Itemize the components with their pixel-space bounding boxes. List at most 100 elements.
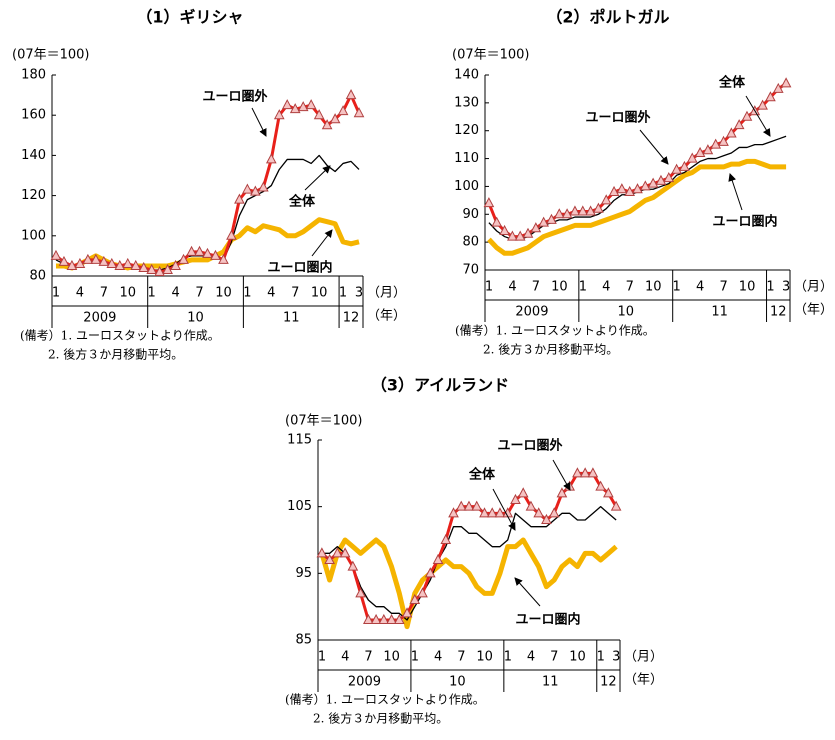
chart-title: （3）アイルランド — [371, 376, 509, 395]
series-annotation: ユーロ圏外 — [202, 89, 267, 105]
year-label: 10 — [617, 305, 634, 320]
x-tick-label: 7 — [364, 650, 372, 665]
y-tick-label: 115 — [287, 433, 312, 448]
y-axis-label: (07年＝100) — [285, 414, 363, 429]
triangle-marker — [671, 163, 682, 174]
triangle-marker — [603, 487, 614, 498]
y-tick-label: 110 — [454, 151, 479, 166]
x-tick-label: 4 — [76, 286, 84, 301]
triangle-marker — [345, 89, 357, 100]
triangle-marker — [608, 185, 620, 196]
triangle-marker — [585, 205, 596, 216]
x-tick-label: 3 — [612, 650, 620, 665]
annotation-arrow — [492, 488, 516, 531]
triangle-marker — [632, 183, 643, 194]
y-tick-label: 120 — [21, 188, 46, 203]
triangle-marker — [122, 257, 134, 268]
note: (備考）1. ユーロスタットより作成。 — [455, 323, 655, 338]
annotation-arrow — [639, 129, 669, 165]
x-tick-label: 10 — [645, 280, 662, 295]
x-tick-label: 1 — [411, 650, 419, 665]
triangle-marker — [530, 222, 542, 233]
triangle-marker — [448, 507, 459, 518]
x-tick-label: 4 — [508, 280, 516, 295]
triangle-marker — [455, 500, 467, 511]
triangle-marker — [401, 607, 413, 618]
triangle-marker — [58, 255, 70, 266]
triangle-marker — [663, 172, 675, 183]
y-tick-label: 130 — [454, 95, 479, 110]
series-line — [55, 93, 361, 274]
triangle-marker — [329, 113, 341, 124]
annotation-arrow — [514, 577, 541, 607]
triangle-marker — [587, 467, 599, 478]
triangle-marker — [234, 193, 245, 204]
group-unit: （年） — [367, 309, 406, 324]
triangle-marker — [733, 119, 745, 130]
x-tick-label: 1 — [597, 650, 605, 665]
triangle-marker — [424, 567, 436, 578]
triangle-marker — [378, 613, 390, 624]
triangle-marker — [553, 208, 565, 219]
x-tick-label: 10 — [569, 650, 586, 665]
triangle-marker — [679, 160, 690, 171]
triangle-marker — [471, 500, 483, 511]
x-tick-label: 4 — [171, 286, 179, 301]
triangle-marker — [162, 263, 173, 274]
y-tick-label: 120 — [454, 123, 479, 138]
x-tick-label: 1 — [243, 286, 251, 301]
annotation-arrow — [552, 459, 571, 491]
year-label: 11 — [283, 311, 300, 326]
triangle-marker — [610, 500, 622, 511]
triangle-marker — [273, 109, 285, 120]
triangle-marker — [546, 213, 557, 224]
note: (備考）1. ユーロスタットより作成。 — [20, 328, 220, 343]
triangle-marker — [517, 487, 529, 498]
triangle-marker — [556, 487, 568, 498]
note: 2. 後方３か月移動平均。 — [483, 342, 618, 357]
triangle-marker — [522, 227, 534, 238]
triangle-marker — [655, 174, 667, 185]
triangle-marker — [686, 152, 698, 163]
group-unit: （年） — [624, 673, 663, 688]
series-annotation: ユーロ圏外 — [585, 110, 650, 126]
y-tick-label: 180 — [21, 68, 46, 83]
note: 2. 後方３か月移動平均。 — [313, 711, 448, 726]
x-tick-label: 7 — [550, 650, 558, 665]
y-tick-label: 105 — [287, 499, 312, 514]
x-tick-label: 4 — [434, 650, 442, 665]
triangle-marker — [321, 119, 333, 130]
triangle-marker — [616, 183, 628, 194]
x-tick-label: 3 — [782, 280, 790, 295]
triangle-marker — [600, 194, 612, 205]
x-tick-label: 7 — [719, 280, 727, 295]
series-annotation: 全体 — [288, 194, 316, 210]
series-annotation: 全体 — [718, 75, 746, 91]
triangle-marker — [772, 82, 784, 93]
series-annotation: ユーロ圏内 — [267, 260, 332, 276]
triangle-marker — [694, 146, 706, 157]
x-tick-label: 7 — [100, 286, 108, 301]
triangle-marker — [510, 493, 521, 504]
y-tick-label: 160 — [21, 108, 46, 123]
x-tick-label: 7 — [195, 286, 203, 301]
triangle-marker — [440, 533, 452, 544]
x-unit: （月） — [367, 286, 406, 301]
triangle-marker — [194, 245, 205, 256]
triangle-marker — [499, 224, 510, 235]
triangle-marker — [710, 138, 722, 149]
chart-title: （2）ポルトガル — [546, 8, 669, 27]
y-tick-label: 140 — [454, 68, 479, 83]
annotation-arrow — [311, 229, 333, 257]
triangle-marker — [561, 208, 573, 219]
year-label: 12 — [770, 305, 787, 320]
triangle-marker — [548, 507, 560, 518]
triangle-marker — [486, 507, 498, 518]
triangle-marker — [577, 205, 589, 216]
y-tick-label: 80 — [462, 235, 479, 250]
triangle-marker — [98, 255, 110, 266]
series-line — [321, 506, 617, 621]
x-tick-label: 1 — [673, 280, 681, 295]
triangle-marker — [114, 259, 126, 270]
triangle-marker — [305, 99, 317, 110]
